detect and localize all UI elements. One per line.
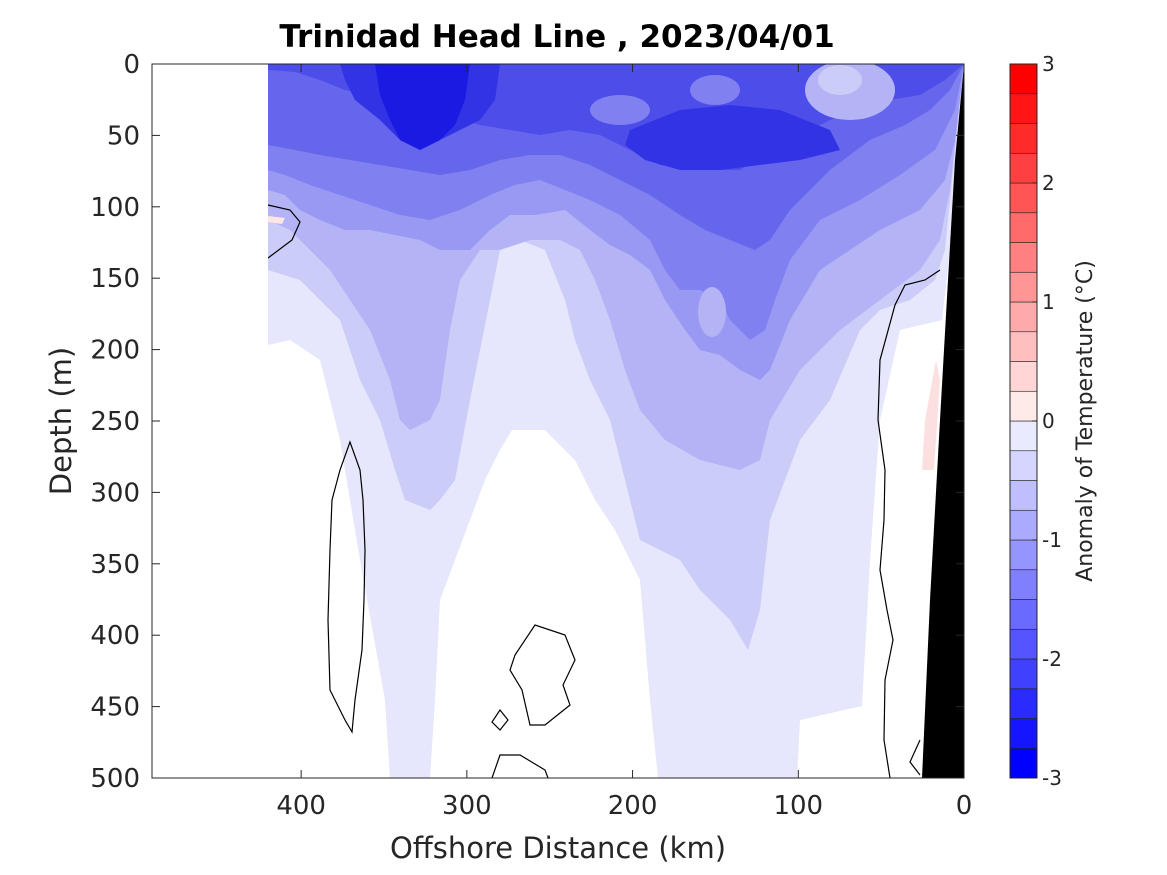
y-tick-label: 50: [107, 121, 140, 151]
colorbar-segment: [1009, 390, 1038, 422]
plot-area: [152, 64, 964, 778]
x-axis-ticks: 400 300 200 100 0: [276, 64, 972, 821]
y-tick-label: 500: [90, 764, 140, 794]
colorbar-segment: [1009, 628, 1038, 660]
colorbar-segment: [1009, 718, 1038, 749]
band-minus-2.25: [375, 64, 470, 150]
y-tick-label: 350: [90, 550, 140, 580]
colorbar-tick-label: 0: [1042, 409, 1055, 433]
colorbar-tick-label: 3: [1042, 52, 1055, 76]
colorbar-segment: [1009, 747, 1038, 779]
colorbar-segment: [1009, 271, 1038, 303]
y-tick-label: 0: [123, 50, 140, 80]
positive-patch-west: [268, 216, 285, 224]
colorbar-segment: [1009, 688, 1038, 719]
colorbar-segment: [1009, 242, 1038, 273]
colorbar-segment: [1009, 301, 1038, 333]
colorbar-segment: [1009, 212, 1038, 243]
x-tick-label: 100: [773, 791, 823, 821]
land-mask: [922, 64, 964, 778]
x-tick-label: 400: [276, 791, 326, 821]
colorbar-segment: [1009, 63, 1038, 95]
zero-contours: [267, 204, 941, 778]
colorbar-segment: [1009, 182, 1038, 214]
colorbar-title: Anomaly of Temperature (°C): [1073, 260, 1098, 582]
colorbar-segment: [1009, 123, 1038, 154]
no-data-region: [152, 64, 268, 778]
colorbar-tick-label: 2: [1042, 171, 1055, 195]
y-axis-title: Depth (m): [44, 347, 78, 495]
y-tick-label: 400: [90, 621, 140, 651]
y-tick-label: 250: [90, 407, 140, 437]
light-patch-mid: [590, 95, 650, 125]
colorbar-segment: [1009, 509, 1038, 541]
x-tick-label: 300: [442, 791, 492, 821]
band-minus-2.0-b: [625, 105, 840, 170]
colorbar-segment: [1009, 152, 1038, 184]
positive-patch-coast: [922, 360, 940, 470]
y-tick-label: 100: [90, 193, 140, 223]
y-tick-label: 300: [90, 478, 140, 508]
colorbar-segment: [1009, 658, 1038, 690]
colorbar-segment: [1009, 480, 1038, 511]
colorbar-segment: [1009, 599, 1038, 630]
colorbar-segment: [1009, 569, 1038, 600]
colorbar-segment: [1009, 93, 1038, 124]
colorbar-tick-label: -3: [1042, 766, 1062, 790]
chart-title: Trinidad Head Line , 2023/04/01: [279, 19, 834, 55]
y-tick-label: 150: [90, 264, 140, 294]
colorbar-segment: [1009, 420, 1038, 452]
colorbar-tick-label: -1: [1042, 528, 1062, 552]
light-patch-mid2: [690, 75, 740, 105]
y-axis-ticks: 0 50 100 150 200 250 300 350 400 450 500: [90, 50, 964, 794]
colorbar-tick-label: -2: [1042, 647, 1062, 671]
colorbar-segment: [1009, 450, 1038, 481]
colorbar: [1009, 63, 1038, 779]
colorbar-ticks: 3 2 1 0 -1 -2 -3: [1032, 52, 1062, 790]
y-tick-label: 450: [90, 693, 140, 723]
colorbar-tick-label: 1: [1042, 290, 1055, 314]
colorbar-segment: [1009, 331, 1038, 362]
x-axis-title: Offshore Distance (km): [390, 831, 726, 865]
colorbar-segment: [1009, 539, 1038, 571]
x-tick-label: 200: [608, 791, 658, 821]
light-patch-coast-inner: [818, 65, 862, 95]
y-tick-label: 200: [90, 336, 140, 366]
mid-column-light: [698, 287, 726, 337]
x-tick-label: 0: [956, 791, 973, 821]
colorbar-segment: [1009, 361, 1038, 392]
